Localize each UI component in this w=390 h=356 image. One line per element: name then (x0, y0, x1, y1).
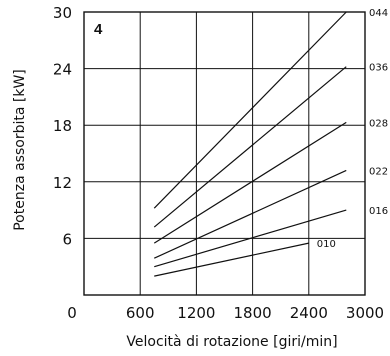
x-axis-label: Velocità di rotazione [giri/min] (126, 334, 337, 350)
y-tick-label: 30 (53, 4, 72, 22)
series-label-044: 044 (369, 8, 388, 19)
series-label-016: 016 (369, 206, 388, 217)
x-tick-label: 600 (126, 304, 155, 322)
series-line-036 (153, 66, 347, 228)
y-tick-label: 6 (62, 230, 72, 248)
series-line-044 (153, 11, 347, 209)
series-labels: 044 036 028 022 016 010 (317, 8, 388, 250)
x-tick-label: 1200 (177, 304, 215, 322)
x-tick-label: 3000 (346, 304, 384, 322)
y-tick-label: 18 (53, 117, 72, 135)
y-tick-label: 24 (53, 61, 72, 79)
series-label-010: 010 (317, 239, 336, 250)
series-line-022 (154, 169, 347, 259)
series-line-016 (154, 209, 347, 268)
plot-frame (83, 11, 366, 296)
x-tick-label: 2400 (290, 304, 328, 322)
panel-label-box: 4 (88, 16, 126, 38)
series-label-022: 022 (369, 166, 388, 177)
x-tick-label: 0 (67, 304, 77, 322)
grid (84, 12, 365, 295)
series-line-028 (153, 121, 347, 244)
y-tick-label: 12 (53, 174, 72, 192)
series-line-010 (154, 242, 309, 277)
y-tick-labels: 6 12 18 24 30 (53, 4, 72, 248)
panel-label: 4 (94, 21, 103, 38)
series-label-036: 036 (369, 63, 388, 74)
panel-label-bg (88, 16, 126, 38)
series-label-028: 028 (369, 118, 388, 129)
y-axis-label: Potenza assorbita [kW] (12, 69, 28, 231)
x-tick-label: 1800 (234, 304, 272, 322)
x-tick-labels: 0 600 1200 1800 2400 3000 (67, 304, 384, 322)
series-lines (153, 11, 347, 277)
